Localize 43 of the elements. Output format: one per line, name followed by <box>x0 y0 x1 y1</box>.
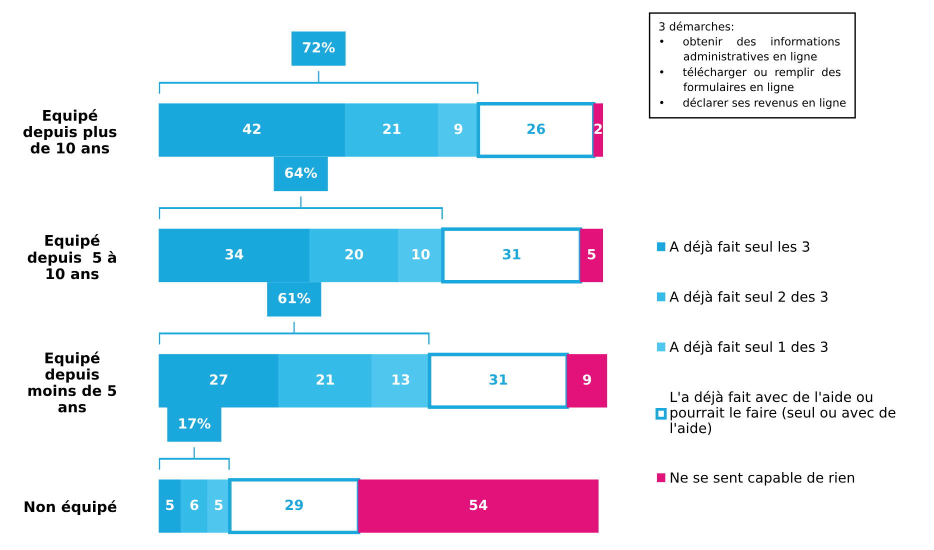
bar <box>344 103 439 157</box>
bar <box>309 228 399 282</box>
annotation: 61% <box>278 292 310 304</box>
y-tick-label: Equipé depuis moins de 5 ans <box>28 352 116 412</box>
legend-label: L'a déjà fait avec de l'aide ou pourrait le faire (seul ou avec de l'aide) <box>670 390 896 435</box>
legend-label: A déjà fait seul les 3 <box>670 240 810 255</box>
data-label: 6 <box>190 500 198 510</box>
data-label: 27 <box>210 374 228 385</box>
bar <box>398 228 444 282</box>
text: 3 démarches: • obtenir des informations administratives en ligne • télécharger ou remplir des formulaires en ligne • déclarer ses revenus en ligne <box>659 22 846 109</box>
data-label: 31 <box>490 374 508 385</box>
data-label: 31 <box>502 248 520 260</box>
data-label: 42 <box>242 124 260 134</box>
data-label: 54 <box>470 500 488 510</box>
data-label: 21 <box>316 374 334 385</box>
data-label: 5 <box>588 249 596 260</box>
data-label: 26 <box>528 124 545 134</box>
data-label: 21 <box>383 124 401 134</box>
y-tick-label: Equipé depuis plus de 10 ans <box>23 109 116 154</box>
bar <box>180 479 208 533</box>
text: 72% <box>302 42 335 53</box>
data-label: 9 <box>454 124 462 134</box>
legend-label: A déjà fait seul 2 des 3 <box>670 290 828 305</box>
bar <box>158 479 182 533</box>
bar <box>593 103 604 157</box>
data-label: 34 <box>226 248 244 260</box>
data-label: 5 <box>214 500 223 510</box>
bar <box>278 354 372 408</box>
data-label: 9 <box>583 374 592 385</box>
legend-label: Ne se sent capable de rien <box>670 472 854 486</box>
legend-label: A déjà fait seul 1 des 3 <box>670 340 828 355</box>
bar <box>580 228 604 282</box>
data-label: 20 <box>346 248 364 260</box>
annotation: 17% <box>179 418 210 429</box>
data-label: 5 <box>166 500 174 510</box>
y-tick-label: Non équipé <box>24 500 116 515</box>
data-label: 29 <box>286 500 303 510</box>
data-label: 10 <box>412 248 430 260</box>
data-label: 13 <box>392 374 410 385</box>
y-tick-label: Equipé depuis 5 à 10 ans <box>28 234 116 280</box>
bar <box>566 354 608 408</box>
annotation: 64% <box>285 167 317 178</box>
data-label: 2 <box>594 124 602 134</box>
